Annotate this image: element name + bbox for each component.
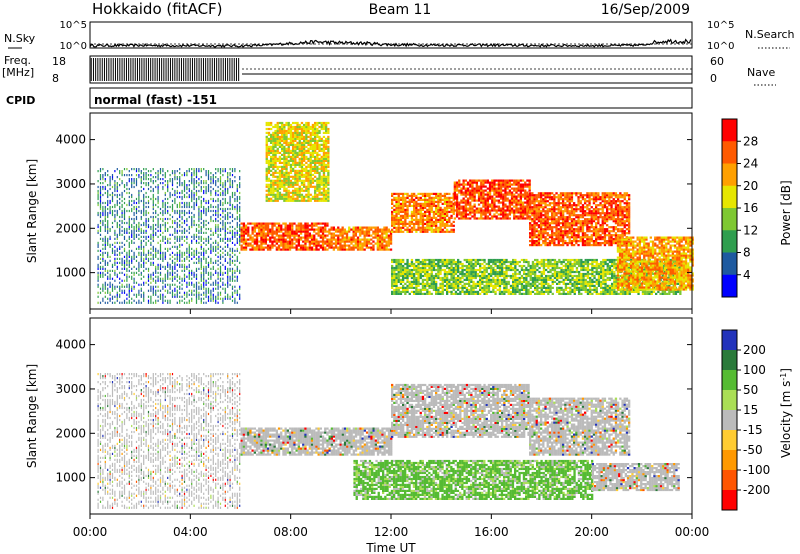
time-tick-label: 20:00: [574, 525, 609, 539]
colorbar-tick-label: 16: [743, 201, 758, 215]
power-colorbar-label: Power [dB]: [779, 180, 793, 245]
nave-label: Nave: [747, 66, 775, 79]
range-tick-label: 2000: [55, 426, 86, 440]
range-tick-label: 1000: [55, 266, 86, 280]
noise-right-tick-top: 10^5: [707, 20, 734, 31]
range-tick-label: 1000: [55, 471, 86, 485]
nave-tick-bottom: 0: [710, 72, 717, 85]
velocity-yaxis: 1000 2000 3000 4000: [55, 338, 692, 485]
cpid-frame: [89, 87, 693, 109]
beam-title: Beam 11: [369, 2, 432, 18]
range-tick-label: 2000: [55, 221, 86, 235]
power-heatmap: [97, 121, 694, 304]
colorbar-tick-label: -100: [743, 463, 770, 477]
velocity-colorbar: 200 100 50 15 -15 -50 -100 -200: [721, 329, 770, 511]
nave-tick-top: 60: [710, 55, 724, 68]
freq-label-line1: Freq.: [4, 54, 31, 67]
range-tick-label: 4000: [55, 338, 86, 352]
noise-left-tick-bottom: 10^0: [60, 41, 87, 52]
colorbar-tick-label: 8: [743, 246, 751, 260]
time-axis-label: Time UT: [365, 541, 416, 554]
colorbar-tick-label: 15: [743, 403, 758, 417]
freq-tick-top: 18: [52, 55, 66, 68]
colorbar-tick-label: 100: [743, 363, 766, 377]
colorbar-tick-label: 200: [743, 343, 766, 357]
date-title: 16/Sep/2009: [601, 2, 690, 18]
range-tick-label: 4000: [55, 133, 86, 147]
colorbar-tick-label: -15: [743, 423, 763, 437]
time-tick-label: 08:00: [273, 525, 308, 539]
colorbar-tick-label: 50: [743, 383, 758, 397]
colorbar-tick-label: -50: [743, 443, 763, 457]
time-tick-label: 00:00: [73, 525, 108, 539]
freq-panel-frame: [89, 55, 693, 84]
station-title: Hokkaido (fitACF): [92, 0, 223, 18]
noise-sky-line: [89, 38, 692, 48]
velocity-ylabel: Slant Range [km]: [25, 364, 39, 468]
power-colorbar: 28 24 20 16 12 8 4: [721, 118, 758, 298]
noise-left-tick-top: 10^5: [60, 20, 87, 31]
colorbar-tick-label: 24: [743, 157, 758, 171]
freq-alternating-bars: [90, 58, 240, 81]
velocity-colorbar-label: Velocity [m s-1]: [779, 368, 794, 458]
power-yaxis: 1000 2000 3000 4000: [55, 133, 692, 280]
cpid-label: CPID: [6, 94, 35, 107]
time-axis: 00:00 04:00 08:00 12:00 16:00 20:00 00:00: [73, 309, 710, 539]
range-tick-label: 3000: [55, 382, 86, 396]
cpid-value: normal (fast) -151: [94, 93, 217, 107]
freq-label-line2: [MHz]: [2, 66, 34, 79]
power-ylabel: Slant Range [km]: [25, 159, 39, 263]
noise-right-tick-bottom: 10^0: [707, 41, 734, 52]
noise-left-label: N.Sky: [4, 32, 36, 45]
colorbar-tick-label: 28: [743, 134, 758, 148]
range-tick-label: 3000: [55, 177, 86, 191]
colorbar-tick-label: -200: [743, 483, 770, 497]
colorbar-tick-label: 20: [743, 179, 758, 193]
colorbar-tick-label: 12: [743, 223, 758, 237]
velocity-heatmap: [97, 373, 680, 509]
noise-panel-frame: [89, 21, 693, 49]
noise-right-label: N.Search: [745, 28, 795, 41]
time-tick-label: 00:00: [675, 525, 710, 539]
freq-tick-bottom: 8: [52, 72, 59, 85]
time-tick-label: 04:00: [173, 525, 208, 539]
time-tick-label: 12:00: [374, 525, 409, 539]
time-tick-label: 16:00: [474, 525, 509, 539]
colorbar-tick-label: 4: [743, 268, 751, 282]
